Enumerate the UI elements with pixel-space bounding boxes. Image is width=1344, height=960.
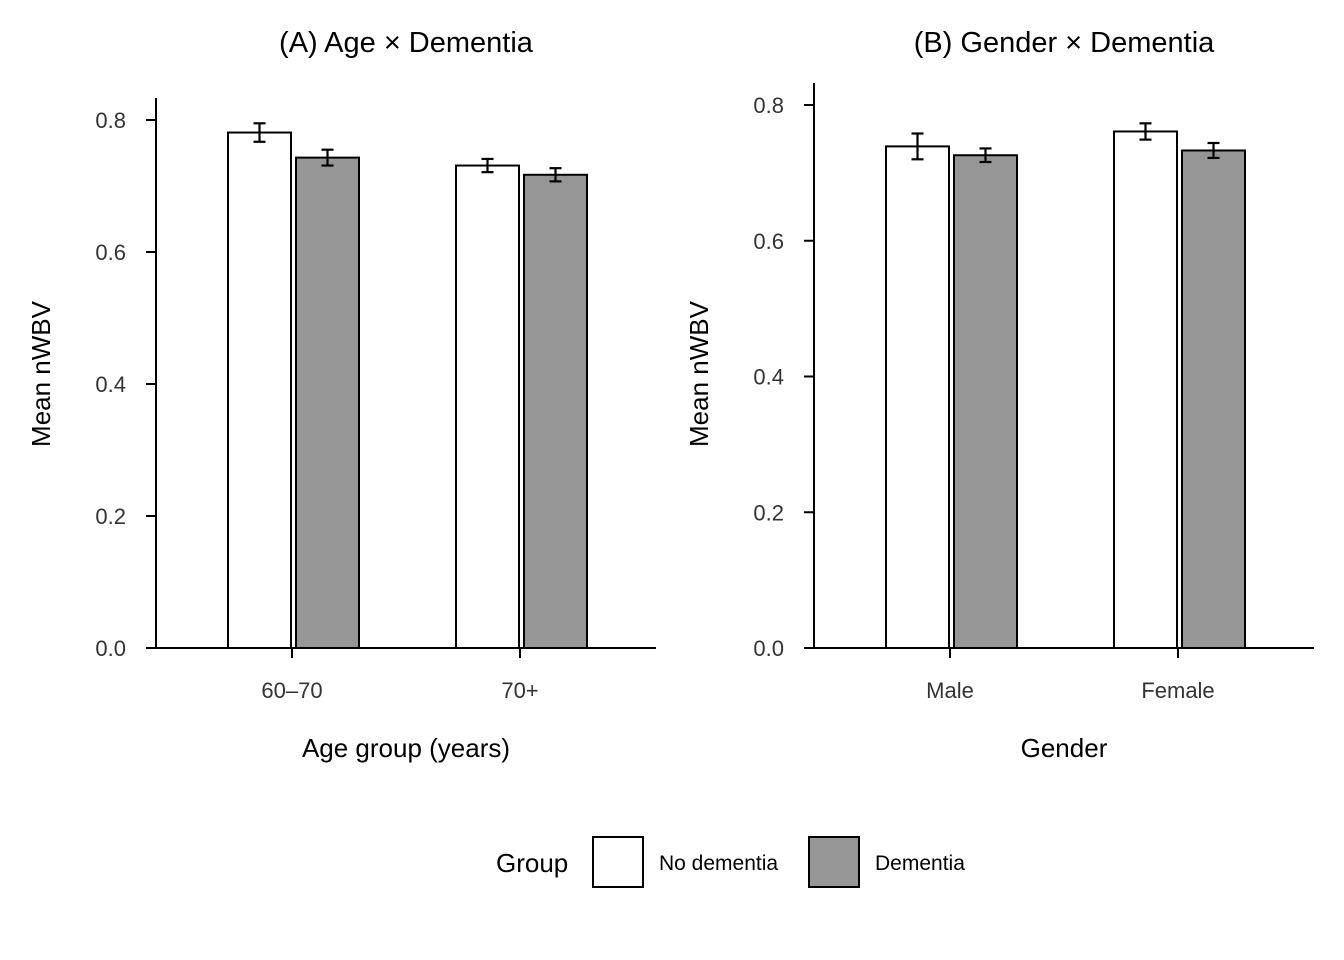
error-bar [911,132,924,161]
bar-dementia [953,154,1018,649]
x-tick-label: Female [1141,678,1214,703]
legend-title: Group [496,848,568,878]
x-tick-label: Male [926,678,974,703]
error-bar [253,122,266,143]
y-tick-label: 0.6 [95,240,126,265]
y-tick-label: 0.8 [95,108,126,133]
legend-label-dementia: Dementia [875,852,965,875]
error-bar [549,167,562,183]
bar-no-dementia [455,164,520,649]
y-axis-title: Mean nWBV [26,300,56,447]
error-bar [979,147,992,164]
y-axis-title: Mean nWBV [684,300,714,447]
bar-dementia [1181,149,1246,649]
y-tick-label: 0.4 [753,365,784,390]
panel-title: (A) Age × Dementia [279,27,534,59]
legend-label-no-dementia: No dementia [659,852,778,875]
x-tick-label: 60–70 [261,678,322,703]
x-tick-label: 70+ [501,678,538,703]
error-bar [1207,141,1220,160]
error-bar [321,148,334,167]
legend-swatch-dementia [808,836,860,888]
bar-dementia [295,156,360,649]
x-axis-title: Age group (years) [302,733,510,763]
panel-gender-dementia: (B) Gender × Dementia Gender Mean nWBV 0.0 0… [684,27,1314,763]
legend-swatch-no-dementia [592,836,644,888]
legend: Group No dementia Dementia [496,836,965,888]
y-tick-label: 0.0 [753,636,784,661]
y-tick-label: 0.4 [95,372,126,397]
y-tick-label: 0.8 [753,93,784,118]
y-tick-label: 0.2 [95,504,126,529]
y-tick-label: 0.6 [753,229,784,254]
bar-no-dementia [1113,130,1178,649]
error-bar [1139,122,1152,141]
panel-age-dementia: (A) Age × Dementia Age group (years) Mean … [26,27,656,763]
y-tick-label: 0.0 [95,636,126,661]
bar-dementia [523,173,588,649]
bar-no-dementia [227,131,292,650]
x-axis-title: Gender [1021,733,1108,763]
bar-no-dementia [885,145,950,649]
y-tick-label: 0.2 [753,500,784,525]
error-bar [481,157,494,174]
panel-title: (B) Gender × Dementia [914,27,1215,59]
